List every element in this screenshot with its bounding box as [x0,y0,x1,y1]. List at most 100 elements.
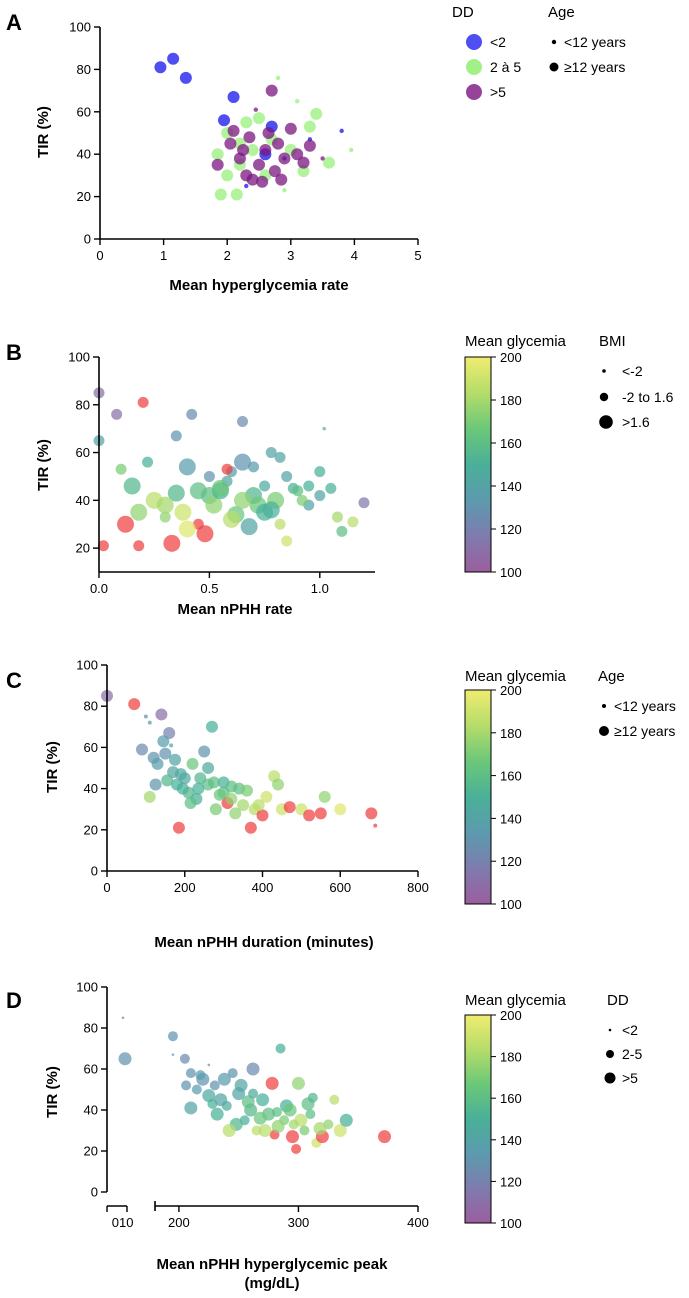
scatter-point [291,1076,305,1090]
legend-size-small [602,369,606,373]
x-tick-label: 200 [174,880,196,895]
x-tick-label: 400 [407,1215,429,1230]
colorbar-tick-label: 140 [500,811,522,826]
colorbar-gradient [464,1014,492,1224]
legend-title: DD [452,4,474,21]
scatter-point [275,1043,286,1054]
legend-size-medium [606,1050,614,1058]
scatter-point [214,188,227,201]
x-tick-label: 4 [351,248,358,263]
panel-d: D TIR (%) Mean nPHH hyperglycemic peak (… [6,980,642,1293]
legend-label: <12 years [614,698,676,714]
scatter-point [314,490,326,502]
x-tick-label: 800 [407,880,429,895]
panel-label-c: C [6,668,22,693]
scatter-point [285,1130,299,1144]
scatter-point [334,803,347,816]
x-tick-label: 0 [112,1215,119,1230]
scatter-point [303,139,316,152]
scatter-point [275,173,288,186]
colorbar-tick-label: 140 [500,479,522,494]
colorbar-tick-label: 100 [500,897,522,912]
scatter-point [143,790,156,803]
scatter-point [303,809,316,822]
scatter-point [209,1080,220,1091]
y-tick-label: 80 [84,1021,98,1036]
scatter-point [259,143,272,156]
scatter-point [227,124,240,137]
scatter-point [275,75,281,81]
scatter-point [222,1124,236,1137]
scatter-point [265,447,277,459]
scatter-point [288,1119,299,1130]
scatter-point [123,477,141,495]
y-tick-label: 20 [76,541,90,556]
y-tick-label: 100 [76,658,98,673]
scatter-point [274,518,286,530]
legend-age-a: Age <12 years ≥12 years [548,4,626,75]
panel-label-d: D [6,988,22,1013]
colorbar-tick-label: 200 [500,350,522,365]
scatter-point [222,510,240,528]
scatter-point [174,503,192,521]
x-tick-label: 0 [96,248,103,263]
scatter-point [111,408,123,420]
axes-b: 20 40 60 80 100 0.0 0.5 1.0 [68,350,375,596]
scatter-point [237,799,250,812]
scatter-point [211,158,224,171]
y-tick-label: 40 [77,147,91,162]
scatter-point [303,480,315,492]
scatter-point [130,503,148,521]
scatter-point [186,408,198,420]
scatter-point [331,511,343,523]
scatter-point [265,84,278,97]
scatter-point [339,128,344,134]
y-tick-label: 80 [77,62,91,77]
scatter-point [167,52,180,65]
y-tick-label: 20 [77,189,91,204]
panel-b: B TIR (%) Mean nPHH rate 20 40 60 80 100 0.0 0… [6,333,674,618]
x-tick-label: 300 [288,1215,310,1230]
y-axis-label-d: TIR (%) [44,1066,61,1118]
scatter-point [211,479,229,497]
legend-label: <2 [622,1022,638,1038]
legend-size-large [599,726,609,736]
scatter-point [151,757,164,770]
x-tick-label: 3 [287,248,294,263]
scatter-point [227,1068,238,1079]
scatter-point [303,120,316,133]
scatter-point [256,175,269,188]
scatter-point [196,525,214,543]
legend-label: <12 years [564,34,626,50]
scatter-point [291,148,304,161]
legend-marker-dd-lt2 [466,34,482,50]
scatter-point [211,148,224,161]
legend-marker-dd-gt5 [466,84,482,100]
scatter-point [272,137,285,150]
colorbar-tick-label: 120 [500,522,522,537]
y-tick-label: 60 [77,104,91,119]
y-axis-label-b: TIR (%) [35,439,52,491]
colorbar-tick-label: 140 [500,1133,522,1148]
scatter-point [297,156,310,169]
x-tick-label: 400 [252,880,274,895]
y-tick-label: 60 [84,740,98,755]
scatter-point [262,127,275,139]
scatter-point [169,743,174,748]
legend-title: BMI [599,333,626,350]
x-tick-label: 600 [329,880,351,895]
scatter-point [365,807,378,820]
scatter-point [181,1080,192,1091]
scatter-point [322,156,335,169]
scatter-point [241,1095,255,1109]
scatter-point [137,396,149,408]
scatter-point [121,1016,125,1020]
scatter-point [218,114,231,127]
scatter-point [185,1068,196,1079]
x-tick-label: 1 [160,248,167,263]
legend-title: DD [607,992,629,1009]
colorbar-tick-label: 180 [500,1050,522,1065]
scatter-point [230,188,243,201]
scatter-point [283,1103,297,1117]
